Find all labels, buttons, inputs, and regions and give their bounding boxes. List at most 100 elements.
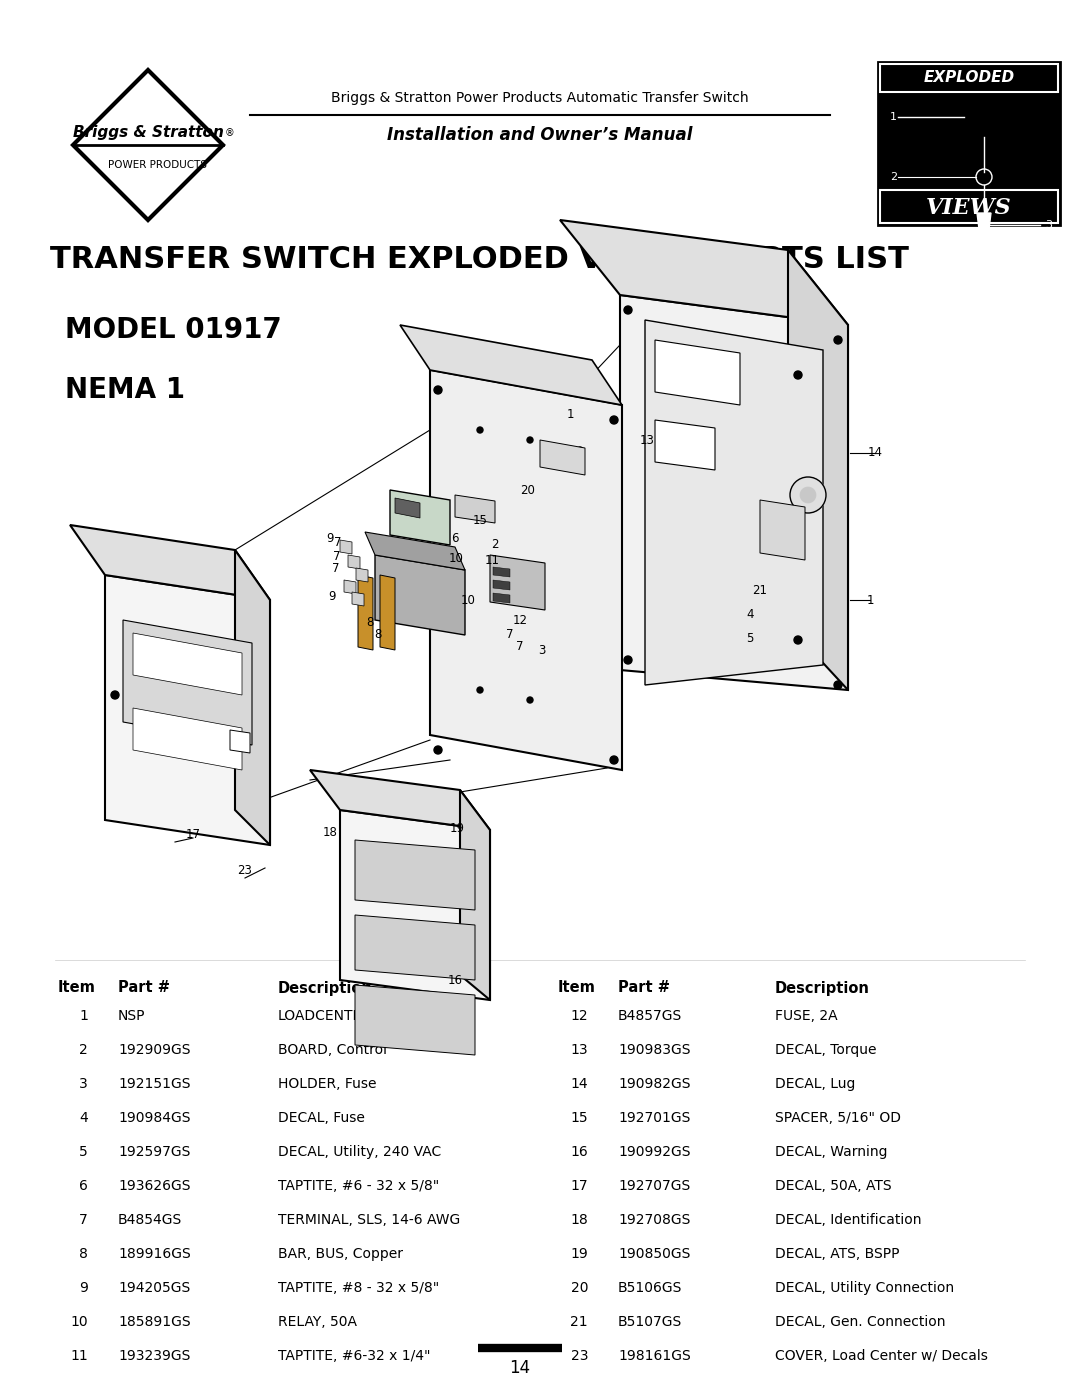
Polygon shape [977,212,991,237]
Text: EXPLODED: EXPLODED [923,70,1014,84]
Text: 1: 1 [79,1009,87,1023]
Polygon shape [400,326,622,405]
Text: DECAL, 50A, ATS: DECAL, 50A, ATS [775,1179,892,1193]
Text: DECAL, Warning: DECAL, Warning [775,1146,888,1160]
Polygon shape [235,550,270,845]
Polygon shape [380,576,395,650]
Text: HOLDER, Fuse: HOLDER, Fuse [278,1077,377,1091]
Text: 185891GS: 185891GS [118,1315,191,1329]
Text: 2: 2 [491,538,499,552]
Polygon shape [365,532,465,570]
Text: 21: 21 [570,1315,588,1329]
Text: 9: 9 [326,531,334,545]
Text: Description: Description [278,981,373,996]
Polygon shape [357,576,373,650]
Text: 13: 13 [639,433,654,447]
Polygon shape [345,580,356,594]
Polygon shape [540,440,585,475]
Polygon shape [490,555,545,610]
Text: DECAL, Utility Connection: DECAL, Utility Connection [775,1281,954,1295]
Circle shape [434,386,442,394]
Text: 192707GS: 192707GS [618,1179,690,1193]
Text: 198161GS: 198161GS [618,1350,691,1363]
Text: 190984GS: 190984GS [118,1111,190,1125]
Circle shape [527,437,534,443]
Text: Item: Item [558,981,596,996]
Text: 3: 3 [79,1077,87,1091]
Text: TAPTITE, #8 - 32 x 5/8": TAPTITE, #8 - 32 x 5/8" [278,1281,440,1295]
Text: 7: 7 [334,535,341,549]
Text: 17: 17 [570,1179,588,1193]
Text: 20: 20 [570,1281,588,1295]
Text: 6: 6 [451,531,459,545]
Text: DECAL, Gen. Connection: DECAL, Gen. Connection [775,1315,945,1329]
Polygon shape [760,500,805,560]
Text: 19: 19 [449,821,464,834]
Polygon shape [620,295,848,690]
Text: 190983GS: 190983GS [618,1044,690,1058]
Text: TAPTITE, #6 - 32 x 5/8": TAPTITE, #6 - 32 x 5/8" [278,1179,440,1193]
Text: 18: 18 [323,826,337,838]
Text: 8: 8 [79,1248,87,1261]
Text: 14: 14 [867,447,882,460]
Text: 7: 7 [507,629,514,641]
Polygon shape [645,320,823,685]
Polygon shape [133,708,242,770]
Circle shape [794,372,802,379]
Text: 4: 4 [746,609,754,622]
Text: Part #: Part # [618,981,670,996]
Polygon shape [654,420,715,469]
Text: TAPTITE, #6-32 x 1/4": TAPTITE, #6-32 x 1/4" [278,1350,431,1363]
Text: DECAL, Utility, 240 VAC: DECAL, Utility, 240 VAC [278,1146,442,1160]
Text: 23: 23 [570,1350,588,1363]
Text: 1: 1 [566,408,573,422]
Text: Installation and Owner’s Manual: Installation and Owner’s Manual [388,126,692,144]
Polygon shape [561,219,848,326]
Text: 192597GS: 192597GS [118,1146,190,1160]
Text: DECAL, ATS, BSPP: DECAL, ATS, BSPP [775,1248,900,1261]
Text: 16: 16 [570,1146,588,1160]
Circle shape [794,636,802,644]
Polygon shape [455,495,495,522]
Text: TRANSFER SWITCH EXPLODED VIEW & PARTS LIST: TRANSFER SWITCH EXPLODED VIEW & PARTS LI… [50,246,909,274]
Text: 189916GS: 189916GS [118,1248,191,1261]
Text: BAR, BUS, Copper: BAR, BUS, Copper [278,1248,403,1261]
Polygon shape [133,633,242,694]
Polygon shape [73,70,222,219]
Text: 190850GS: 190850GS [618,1248,690,1261]
Text: 5: 5 [746,631,754,644]
Polygon shape [310,770,490,830]
Text: COVER, Load Center w/ Decals: COVER, Load Center w/ Decals [775,1350,988,1363]
Text: 4: 4 [79,1111,87,1125]
Polygon shape [788,250,848,690]
Circle shape [434,746,442,754]
Polygon shape [70,525,270,599]
Text: 10: 10 [448,552,463,564]
Text: Item: Item [58,981,96,996]
Text: 14: 14 [510,1359,530,1377]
Text: 17: 17 [186,828,201,841]
Circle shape [477,687,483,693]
Circle shape [477,427,483,433]
Text: RELAY, 50A: RELAY, 50A [278,1315,357,1329]
Text: DECAL, Lug: DECAL, Lug [775,1077,855,1091]
Polygon shape [356,569,368,583]
FancyBboxPatch shape [880,190,1058,224]
Text: 23: 23 [238,863,253,876]
Text: 11: 11 [485,553,499,567]
Text: 2: 2 [890,172,897,182]
Text: 193239GS: 193239GS [118,1350,190,1363]
Text: 194205GS: 194205GS [118,1281,190,1295]
Text: DECAL, Identification: DECAL, Identification [775,1213,921,1227]
Text: 190992GS: 190992GS [618,1146,690,1160]
Text: 14: 14 [570,1077,588,1091]
Text: BOARD, Control: BOARD, Control [278,1044,387,1058]
Text: DECAL, Fuse: DECAL, Fuse [278,1111,365,1125]
Circle shape [800,488,816,503]
Text: 9: 9 [328,590,336,602]
Text: B4857GS: B4857GS [618,1009,683,1023]
Polygon shape [340,810,490,1000]
Text: Briggs & Stratton Power Products Automatic Transfer Switch: Briggs & Stratton Power Products Automat… [332,91,748,105]
Text: 8: 8 [375,629,381,641]
Text: 7: 7 [333,563,340,576]
